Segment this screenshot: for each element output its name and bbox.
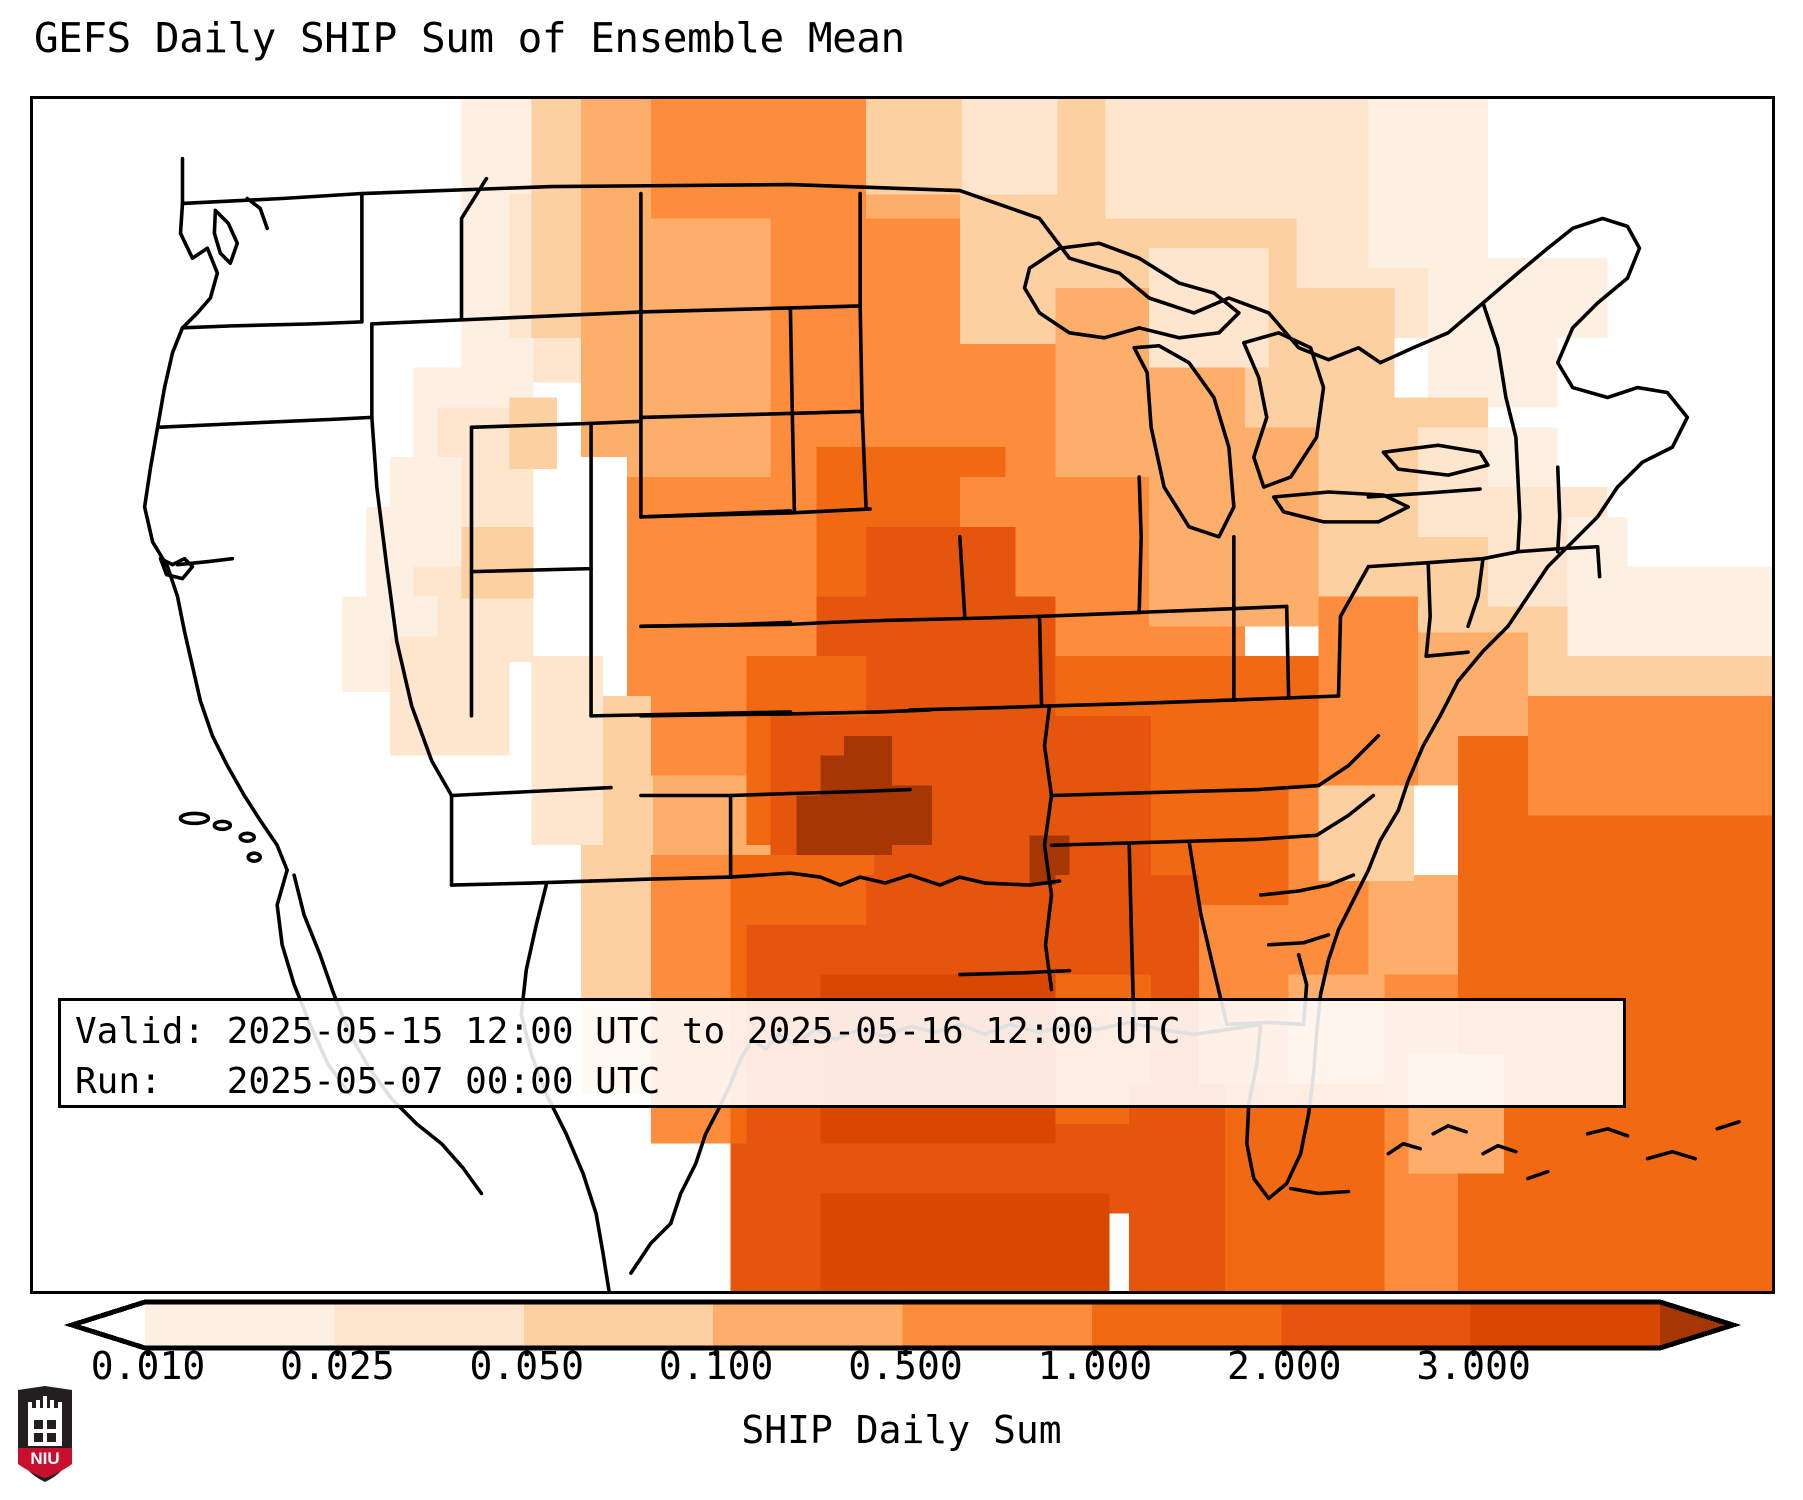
valid-time-line: Valid: 2025-05-15 12:00 UTC to 2025-05-1… — [75, 1011, 1181, 1052]
colorbar-band — [145, 1302, 335, 1348]
colorbar-tick-label: 0.500 — [848, 1344, 963, 1388]
colorbar-band — [902, 1302, 1093, 1348]
map-panel — [30, 96, 1775, 1294]
run-time-line: Run: 2025-05-07 00:00 UTC — [75, 1061, 661, 1102]
niu-tower-windows — [34, 1420, 56, 1442]
niu-tower-icon — [28, 1396, 62, 1446]
colorbar-outline — [63, 1299, 1742, 1351]
niu-banner — [18, 1448, 72, 1478]
colorbar-tick-label: 1.000 — [1037, 1344, 1153, 1388]
colorbar-bands — [145, 1302, 1661, 1348]
colorbar-band — [1281, 1302, 1472, 1348]
colorbar-under-arrow — [72, 1302, 145, 1348]
colorbar-band — [1091, 1302, 1282, 1348]
colorbar-tick-labels: 0.010 0.025 0.050 0.100 0.500 1.000 2.000 3.000 — [0, 1344, 1803, 1404]
colorbar — [0, 1296, 1803, 1356]
colorbar-tick-label: 3.000 — [1416, 1344, 1531, 1388]
page-title: GEFS Daily SHIP Sum of Ensemble Mean — [34, 14, 905, 62]
colorbar-band — [713, 1302, 904, 1348]
colorbar-axis-label: SHIP Daily Sum — [741, 1408, 1062, 1452]
colorbar-band — [523, 1302, 714, 1348]
colorbar-band — [1470, 1302, 1661, 1348]
colorbar-tick-label: 0.025 — [280, 1344, 395, 1388]
ship-heatmap-map — [33, 99, 1772, 1291]
colorbar-tick-label: 2.000 — [1227, 1344, 1342, 1388]
valid-run-infobox: Valid: 2025-05-15 12:00 UTC to 2025-05-1… — [58, 998, 1626, 1108]
colorbar-svg — [63, 1299, 1742, 1356]
colorbar-tick-label: 0.010 — [90, 1344, 206, 1388]
colorbar-ticks — [146, 1348, 1476, 1356]
colorbar-tick-label: 0.050 — [469, 1344, 584, 1388]
colorbar-band — [334, 1302, 525, 1348]
niu-logo: NIU — [18, 1386, 72, 1482]
colorbar-tick-label: 0.100 — [658, 1344, 774, 1388]
colorbar-over-arrow — [1660, 1302, 1733, 1348]
niu-wordmark: NIU — [30, 1449, 59, 1468]
